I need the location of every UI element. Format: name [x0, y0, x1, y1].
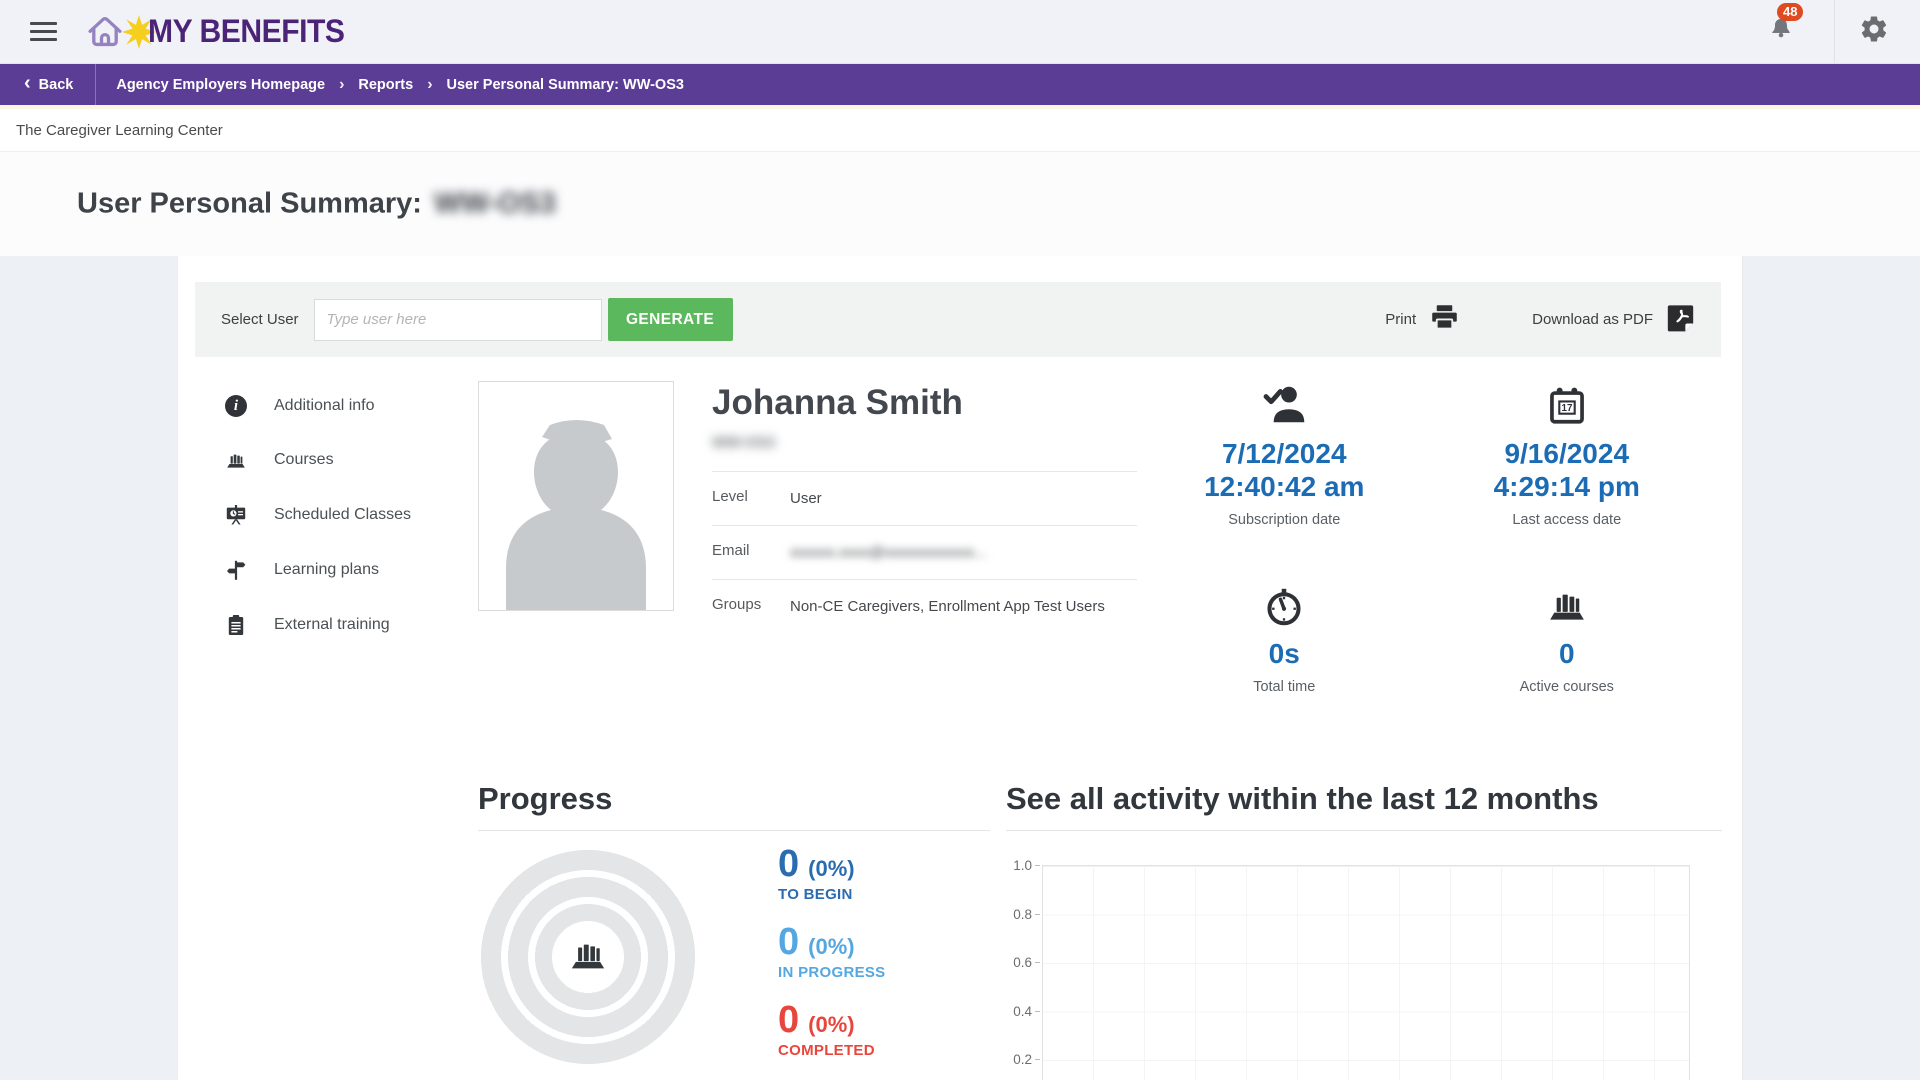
legend-in-progress: 0 (0%) IN PROGRESS: [778, 921, 886, 981]
tick-mark: [1035, 962, 1040, 963]
page-body: Select User GENERATE Print Download as P…: [0, 256, 1920, 1080]
app-header: MY BENEFITS 48: [0, 0, 1920, 64]
page-title: User Personal Summary: WW-OS3: [77, 187, 556, 220]
y-axis-tick: 1.0: [1013, 858, 1032, 873]
header-actions: 48: [1768, 0, 1920, 63]
center-subheader: The Caregiver Learning Center: [0, 105, 1920, 152]
learning-center-name: The Caregiver Learning Center: [16, 121, 223, 139]
generate-button[interactable]: GENERATE: [607, 298, 733, 341]
brand-logo[interactable]: MY BENEFITS: [84, 11, 357, 53]
title-band: User Personal Summary: WW-OS3: [0, 152, 1920, 256]
chevron-right-icon: ›: [339, 75, 345, 93]
progress-title: Progress: [478, 781, 990, 831]
brand-name: MY BENEFITS: [148, 13, 345, 49]
stat-total-time: 0s Total time: [1143, 580, 1426, 695]
presentation-board-icon: [224, 503, 248, 527]
svg-text:17: 17: [1561, 403, 1572, 414]
y-axis-tick: 0.6: [1013, 955, 1032, 970]
info-icon: i: [224, 395, 248, 417]
sidebar-item-learning-plans[interactable]: Learning plans: [224, 558, 411, 582]
activity-section: See all activity within the last 12 mont…: [1006, 781, 1722, 1080]
breadcrumb-divider: [95, 64, 97, 105]
sidebar-item-courses[interactable]: Courses: [224, 448, 411, 472]
activity-plot-area: [1042, 865, 1690, 1080]
user-username-redacted: WW-OS3: [712, 434, 776, 451]
breadcrumb-item-reports[interactable]: Reports: [358, 76, 414, 93]
sunburst-icon: [122, 14, 156, 49]
person-silhouette-icon: [506, 420, 646, 610]
breadcrumb: Agency Employers Homepage › Reports › Us…: [96, 64, 684, 105]
print-button[interactable]: Print: [1385, 302, 1460, 338]
report-side-menu: i Additional info Courses: [224, 395, 411, 637]
user-search-input[interactable]: [313, 298, 602, 341]
content-card: Select User GENERATE Print Download as P…: [178, 256, 1743, 1080]
chevron-right-icon: ›: [427, 75, 433, 93]
notifications-button[interactable]: 48: [1768, 3, 1804, 47]
user-level-row: Level User: [712, 471, 1137, 525]
user-groups-row: Groups Non-CE Caregivers, Enrollment App…: [712, 579, 1137, 633]
tick-mark: [1035, 1059, 1040, 1060]
books-icon: [566, 933, 610, 982]
progress-section: Progress 0: [478, 781, 990, 1065]
y-axis-tick: 0.2: [1013, 1052, 1032, 1067]
tick-mark: [1035, 865, 1040, 866]
notification-count-badge: 48: [1777, 3, 1804, 22]
gear-icon: [1859, 16, 1889, 48]
hamburger-menu-icon[interactable]: [30, 17, 57, 46]
settings-button[interactable]: [1859, 14, 1889, 49]
calendar-icon: 17: [1426, 380, 1709, 428]
y-axis-tick: 0.8: [1013, 906, 1032, 922]
activity-chart: 1.0 0.8 0.6 0.4 0.2: [1006, 858, 1722, 1080]
user-detail-rows: Level User Email xxxxxx.xxxx@xxxxxxxxxxx…: [712, 471, 1137, 633]
user-stats-grid: 7/12/2024 12:40:42 am Subscription date …: [1143, 380, 1708, 695]
back-button[interactable]: ‹ Back: [24, 72, 74, 94]
signpost-icon: [224, 558, 248, 582]
report-toolbar: Select User GENERATE Print Download as P…: [195, 282, 1721, 357]
user-email-row: Email xxxxxx.xxxx@xxxxxxxxxxxx...: [712, 525, 1137, 579]
tick-mark: [1035, 913, 1040, 915]
user-avatar: [478, 381, 674, 611]
user-full-name: Johanna Smith: [712, 383, 963, 422]
header-divider: [1834, 0, 1835, 63]
breadcrumb-item-homepage[interactable]: Agency Employers Homepage: [116, 76, 326, 93]
breadcrumb-item-current: User Personal Summary: WW-OS3: [446, 76, 684, 93]
stat-last-access-date: 17 9/16/2024 4:29:14 pm Last access date: [1426, 380, 1709, 528]
stat-active-courses: 0 Active courses: [1426, 580, 1709, 695]
sidebar-item-external-training[interactable]: External training: [224, 613, 411, 637]
clipboard-icon: [224, 613, 248, 637]
user-info-panel: Johanna Smith WW-OS3 Level User Email xx…: [712, 382, 1137, 633]
sidebar-item-scheduled-classes[interactable]: Scheduled Classes: [224, 503, 411, 527]
stopwatch-icon: [1143, 580, 1426, 628]
activity-title: See all activity within the last 12 mont…: [1006, 781, 1722, 831]
pdf-file-icon: [1666, 303, 1695, 337]
printer-icon: [1429, 302, 1460, 338]
user-email-redacted: xxxxxx.xxxx@xxxxxxxxxxxx...: [790, 544, 987, 561]
legend-to-begin: 0 (0%) TO BEGIN: [778, 843, 855, 903]
breadcrumb-bar: ‹ Back Agency Employers Homepage › Repor…: [0, 64, 1920, 105]
sidebar-item-additional-info[interactable]: i Additional info: [224, 395, 411, 417]
books-icon: [1426, 580, 1709, 628]
books-icon: [224, 448, 248, 472]
chevron-left-icon: ‹: [24, 72, 31, 94]
download-pdf-button[interactable]: Download as PDF: [1532, 303, 1695, 337]
progress-donut-chart: [480, 849, 696, 1065]
legend-completed: 0 (0%) COMPLETED: [778, 999, 875, 1059]
page-title-user-redacted: WW-OS3: [433, 187, 556, 220]
stat-subscription-date: 7/12/2024 12:40:42 am Subscription date: [1143, 380, 1426, 528]
select-user-label: Select User: [221, 311, 299, 328]
home-icon: [84, 11, 126, 53]
tick-mark: [1035, 1010, 1040, 1012]
user-check-icon: [1143, 380, 1426, 428]
y-axis-tick: 0.4: [1013, 1003, 1032, 1019]
bell-icon: [1768, 19, 1794, 46]
progress-legend: 0 (0%) TO BEGIN 0 (0%) IN PROGRESS: [778, 845, 886, 1059]
